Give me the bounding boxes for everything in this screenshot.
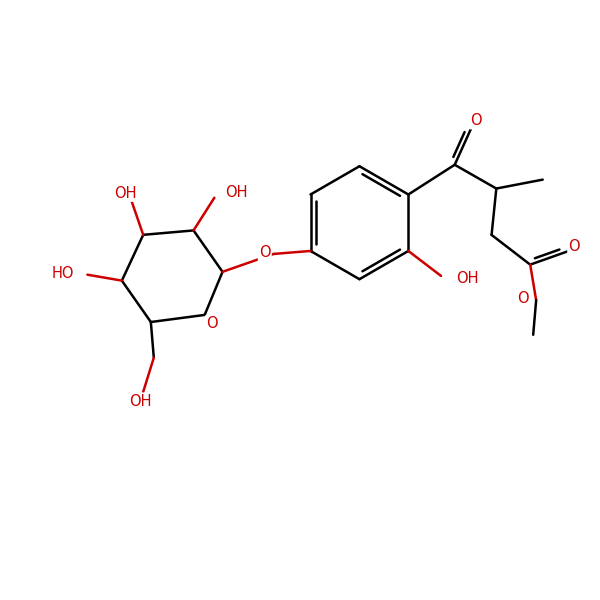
Text: HO: HO <box>52 266 74 281</box>
Text: O: O <box>470 113 482 128</box>
Text: OH: OH <box>114 186 137 201</box>
Text: O: O <box>568 239 580 254</box>
Text: OH: OH <box>129 394 151 409</box>
Text: OH: OH <box>225 185 248 200</box>
Text: O: O <box>259 245 271 260</box>
Text: O: O <box>206 316 218 331</box>
Text: OH: OH <box>456 271 478 286</box>
Text: O: O <box>517 291 529 306</box>
